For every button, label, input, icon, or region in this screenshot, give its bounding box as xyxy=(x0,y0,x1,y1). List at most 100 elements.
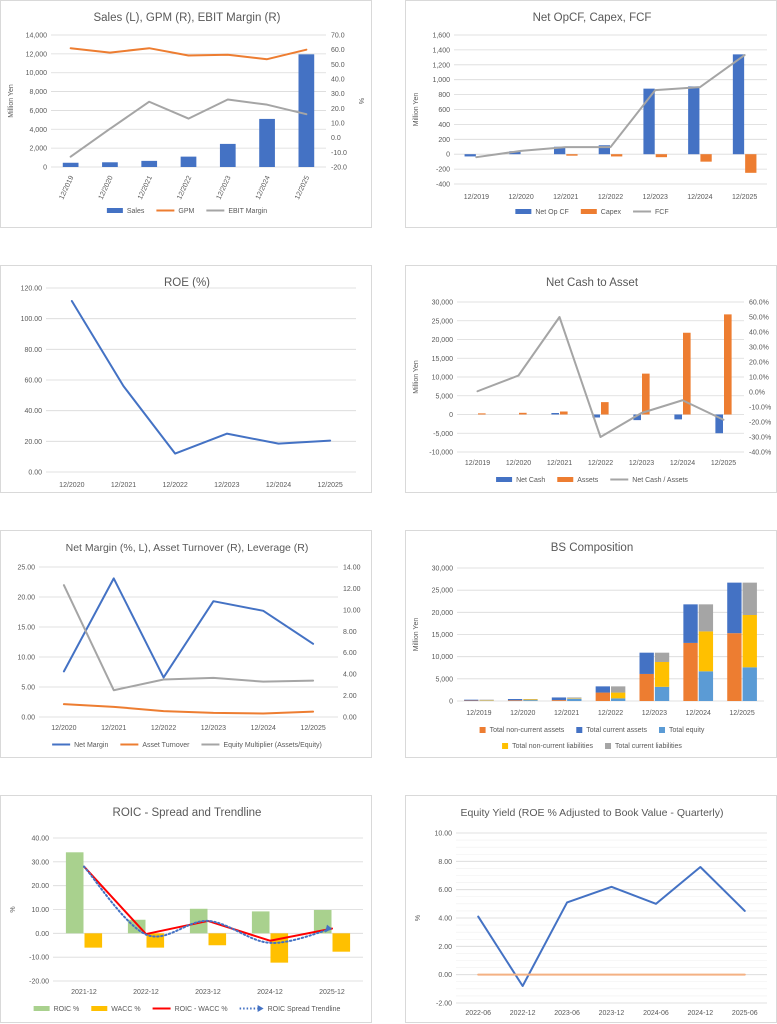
y-tick-label: 2,000 xyxy=(29,146,47,153)
bar-net-cash xyxy=(715,414,723,434)
x-tick-label: 2023-12 xyxy=(599,1010,625,1017)
y-tick-label: -2.00 xyxy=(436,1001,452,1008)
y-tick-label: 1,200 xyxy=(432,62,450,69)
bar-total-current-liabilities xyxy=(611,686,626,693)
legend-label: Net Op CF xyxy=(535,209,568,216)
y-right-axis-label: % xyxy=(357,98,364,104)
y-right-tick-label: 40.0% xyxy=(749,330,769,337)
y-right-tick-label: 20.0 xyxy=(331,106,345,113)
x-tick-label: 12/2022 xyxy=(598,194,623,201)
legend-label: WACC % xyxy=(111,1006,140,1013)
bar-net-op-cf xyxy=(598,145,610,155)
chart-svg: Net OpCF, Capex, FCF -400 -200 0 200 400 600 80… xyxy=(413,12,767,216)
x-tick-label: 12/2022 xyxy=(588,460,613,467)
y-tick-label: 20.00 xyxy=(24,439,42,446)
y-tick-label: 10,000 xyxy=(432,375,454,382)
legend-item: Assets xyxy=(557,477,599,484)
bar-total-current-assets xyxy=(639,652,654,674)
bar-sales xyxy=(259,118,275,167)
bar-sales xyxy=(141,160,158,167)
legend-label: Total equity xyxy=(669,727,705,734)
y-axis-label: Million Yen xyxy=(8,84,15,118)
x-tick-label: 12/2023 xyxy=(201,725,226,732)
legend-item: Net Cash xyxy=(496,477,545,484)
chart-svg: ROE (%) 0.00 20.00 40.00 60.00 80.00 100.00 120… xyxy=(21,277,356,489)
bar-total-non-current-assets xyxy=(639,673,654,701)
chart-title: ROE (%) xyxy=(164,277,210,289)
legend-item: EBIT Margin xyxy=(206,208,267,215)
y-right-tick-label: 50.0% xyxy=(749,315,769,322)
y-tick-label: 10,000 xyxy=(26,70,48,77)
legend-item: Asset Turnover xyxy=(120,742,190,749)
y-tick-label: 800 xyxy=(438,92,450,99)
bar-total-non-current-assets xyxy=(507,700,523,701)
line-roe xyxy=(70,300,332,455)
bar-total-current-assets xyxy=(464,699,479,701)
legend-item: FCF xyxy=(633,209,669,216)
y-tick-label: 100.00 xyxy=(21,316,43,323)
legend-swatch xyxy=(33,1006,50,1011)
y-tick-label: 15,000 xyxy=(432,356,454,363)
x-tick-label: 12/2024 xyxy=(255,175,272,201)
legend-label: Net Cash xyxy=(516,477,545,484)
y-right-tick-label: 10.00 xyxy=(343,607,361,614)
bar-wacc- xyxy=(332,933,351,952)
x-tick-label: 12/2020 xyxy=(98,175,115,201)
y-right-tick-label: 14.00 xyxy=(343,565,361,572)
y-tick-label: 80.00 xyxy=(24,347,42,354)
legend-label: Total non-current liabilities xyxy=(512,743,593,750)
trendline-arrow-icon xyxy=(325,924,332,933)
y-tick-label: 6,000 xyxy=(29,108,47,115)
y-right-tick-label: -20.0 xyxy=(331,165,347,172)
x-tick-label: 12/2025 xyxy=(318,482,343,489)
y-right-tick-label: 0.00 xyxy=(343,715,357,722)
bar-total-current-assets xyxy=(595,686,610,693)
roic-spread-chart: ROIC - Spread and Trendline -20.00 -10.00 0… xyxy=(0,795,372,1023)
equity-yield-chart: Equity Yield (ROE % Adjusted to Book Val… xyxy=(405,795,777,1023)
y-tick-label: -5,000 xyxy=(433,431,453,438)
y-tick-label: 10,000 xyxy=(432,654,454,661)
chart-svg: ROIC - Spread and Trendline -20.00 -10.00 0… xyxy=(10,807,363,1013)
y-tick-label: 600 xyxy=(438,107,450,114)
x-tick-label: 12/2023 xyxy=(216,175,233,201)
legend-swatch xyxy=(91,1006,108,1011)
x-tick-label: 12/2025 xyxy=(729,710,754,717)
y-tick-label: 20,000 xyxy=(432,337,454,344)
bar-sales xyxy=(180,156,197,167)
bar-assets xyxy=(724,314,732,415)
y-tick-label: -10,000 xyxy=(429,450,453,457)
line-net-cash-assets xyxy=(476,316,725,438)
bar-sales xyxy=(219,143,236,167)
y-tick-label: -10.00 xyxy=(29,955,49,962)
bar-wacc- xyxy=(84,933,103,948)
x-tick-label: 12/2024 xyxy=(670,460,695,467)
legend-label: Total current assets xyxy=(586,727,647,734)
legend-item: Total non-current assets xyxy=(479,727,565,734)
bar-net-cash xyxy=(674,414,682,420)
bar-total-current-liabilities xyxy=(479,699,494,701)
bar-total-non-current-liabilities xyxy=(523,699,538,701)
legend-swatch xyxy=(605,743,612,749)
legend-item: Total non-current liabilities xyxy=(502,743,593,750)
x-tick-label: 12/2024 xyxy=(687,194,712,201)
legend-swatch xyxy=(106,208,123,213)
y-right-tick-label: 4.00 xyxy=(343,672,357,679)
legend-item: Total equity xyxy=(658,727,705,734)
bar-net-op-cf xyxy=(553,146,566,155)
bar-net-op-cf xyxy=(688,86,700,155)
bar-total-non-current-assets xyxy=(727,633,742,701)
x-tick-label: 2025-12 xyxy=(319,989,345,996)
legend-item: Total current assets xyxy=(576,727,647,734)
x-tick-label: 12/2019 xyxy=(464,194,489,201)
bar-assets xyxy=(519,412,527,415)
legend-swatch xyxy=(658,727,665,733)
y-tick-label: 25,000 xyxy=(432,588,454,595)
x-tick-label: 2025-06 xyxy=(732,1010,758,1017)
y-tick-label: 6.00 xyxy=(438,887,452,894)
y-right-tick-label: 60.0 xyxy=(331,47,345,54)
x-tick-label: 12/2020 xyxy=(506,460,531,467)
line-equity-multiplier-assets-equity- xyxy=(62,584,315,692)
x-tick-label: 12/2025 xyxy=(711,460,736,467)
bar-total-non-current-liabilities xyxy=(654,661,670,687)
bar-total-current-assets xyxy=(683,604,698,643)
